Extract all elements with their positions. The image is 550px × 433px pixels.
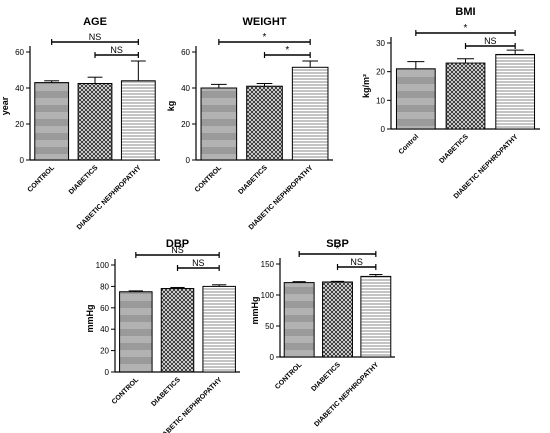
y-tick-label: 60	[15, 48, 24, 57]
y-tick-label: 0	[381, 125, 386, 134]
y-axis-label: mmHg	[85, 304, 95, 332]
y-tick-label: 20	[181, 120, 190, 129]
y-tick-label: 150	[261, 260, 275, 269]
x-tick-label: CONTROL	[27, 164, 57, 194]
y-tick-label: 0	[270, 353, 275, 362]
y-axis-label: mmHg	[250, 296, 260, 324]
y-tick-label: 0	[186, 156, 191, 165]
bar-0	[119, 291, 153, 373]
chart-title: AGE	[83, 16, 107, 28]
significance-label: NS	[192, 258, 205, 268]
bar-2	[202, 285, 236, 373]
y-tick-label: 10	[376, 96, 385, 105]
significance-label: NS	[89, 32, 102, 42]
y-tick-label: 20	[376, 68, 385, 77]
y-axis-label: kg	[166, 101, 176, 112]
significance-label: *	[464, 23, 468, 34]
x-tick-label: DIABETICS	[150, 376, 182, 408]
chart-title: BMI	[455, 6, 475, 18]
bar-2	[360, 275, 392, 358]
y-axis-label: year	[0, 96, 10, 115]
bar-0	[395, 68, 436, 130]
bar-1	[322, 281, 353, 358]
bar-1	[77, 83, 113, 161]
significance-label: NS	[110, 45, 123, 55]
y-axis-label: kg/m²	[361, 74, 371, 98]
x-tick-label: DIABETICS	[237, 164, 269, 196]
y-tick-label: 60	[100, 304, 109, 313]
bar-0	[283, 282, 315, 358]
x-tick-label: CONTROL	[274, 361, 304, 391]
y-tick-label: 100	[96, 261, 110, 270]
y-tick-label: 20	[100, 347, 109, 356]
y-tick-label: 80	[100, 282, 109, 291]
bar-2	[495, 53, 536, 130]
y-tick-label: 30	[376, 39, 385, 48]
chart-title: SBP	[326, 238, 349, 250]
chart-panel-sbp: SBP mmHg 0 50 100 150 CONTROL DIABETICSDIABETIC…	[250, 238, 395, 428]
y-tick-label: 40	[15, 84, 24, 93]
y-tick-label: 100	[261, 291, 275, 300]
bar-1	[160, 288, 195, 373]
chart-panel-dbp: DBP mmHg 0 20 40 60 80 100 CONTROL DIABETICSDIABE…	[85, 238, 240, 433]
significance-label: NS	[484, 36, 497, 46]
chart-title: DBP	[166, 238, 189, 250]
bar-1	[246, 85, 283, 161]
significance-label: NS	[171, 245, 184, 255]
y-tick-label: 40	[181, 84, 190, 93]
x-tick-label: CONTROL	[194, 164, 224, 194]
significance-label: *	[285, 45, 289, 56]
x-tick-label: DIABETIC NEPHROPATHY	[157, 376, 224, 433]
y-tick-label: 60	[181, 48, 190, 57]
x-tick-label: Control	[398, 133, 421, 156]
significance-label: *	[336, 244, 340, 255]
x-tick-label: DIABETICS	[68, 164, 100, 196]
y-tick-label: 0	[105, 368, 110, 377]
significance-label: NS	[350, 257, 363, 267]
significance-label: *	[263, 32, 267, 43]
y-tick-label: 0	[20, 156, 25, 165]
bar-1	[445, 62, 486, 130]
y-tick-label: 50	[265, 322, 274, 331]
x-tick-label: CONTROL	[111, 376, 141, 406]
y-tick-label: 20	[15, 120, 24, 129]
x-tick-label: DIABETIC NEPHROPATHY	[313, 361, 380, 428]
x-tick-label: DIABETICS	[438, 133, 470, 165]
bar-0	[34, 82, 70, 161]
chart-title: WEIGHT	[243, 16, 287, 28]
x-tick-label: DIABETICS	[310, 361, 342, 393]
y-tick-label: 40	[100, 325, 109, 334]
bar-0	[200, 87, 238, 161]
bar-2	[291, 66, 329, 161]
bar-2	[120, 80, 156, 161]
